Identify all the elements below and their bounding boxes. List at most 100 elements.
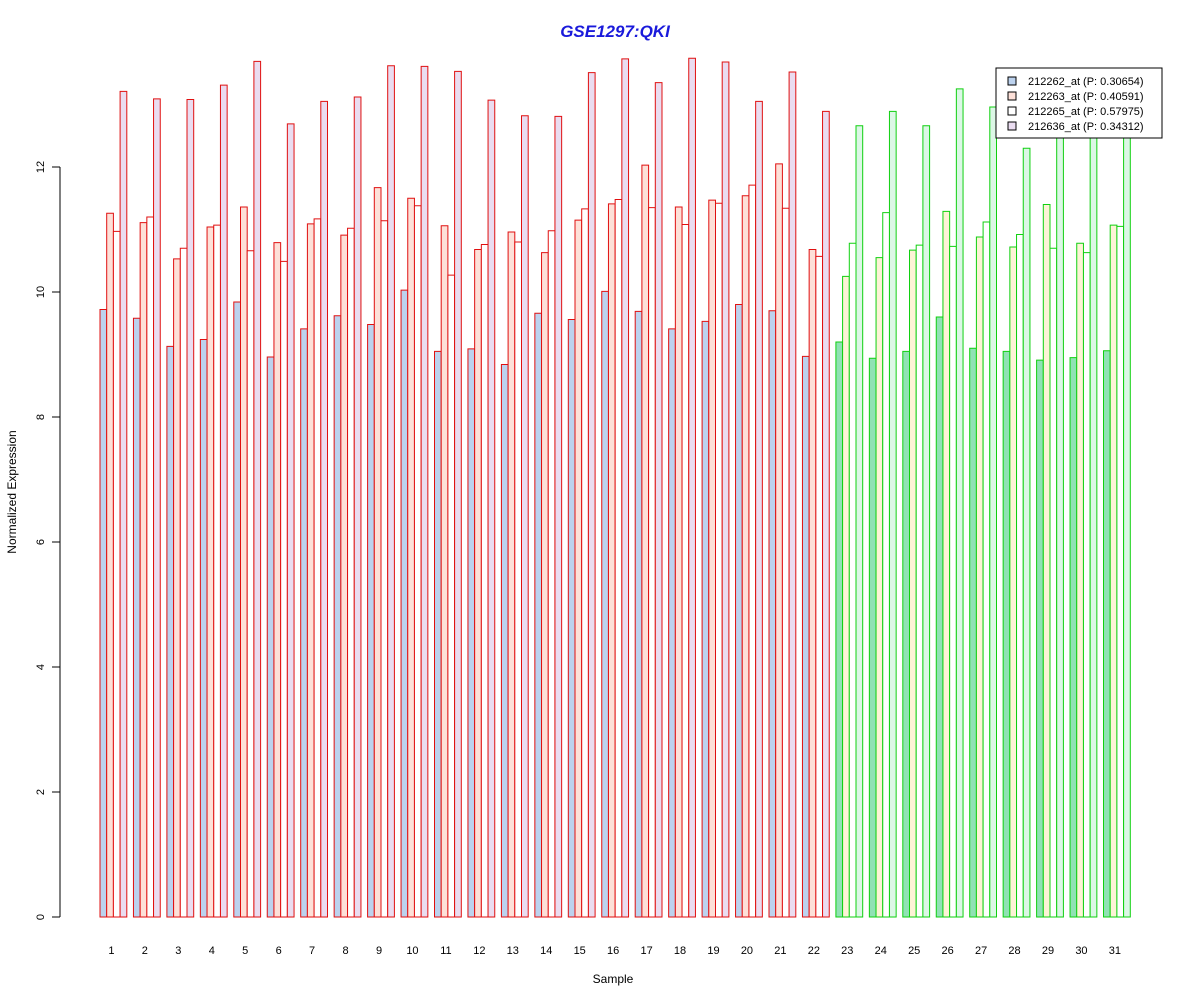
bar xyxy=(1123,129,1131,918)
bar xyxy=(808,249,817,918)
bar xyxy=(969,347,977,918)
bar xyxy=(768,310,777,918)
bar xyxy=(614,199,623,918)
bar xyxy=(106,212,114,918)
bar xyxy=(842,275,850,918)
x-tick-label: 27 xyxy=(975,945,987,957)
x-tick-label: 9 xyxy=(376,945,382,957)
bar xyxy=(875,257,884,918)
bar xyxy=(273,242,282,918)
x-tick-label: 4 xyxy=(209,945,215,957)
bar xyxy=(534,312,543,918)
bar xyxy=(286,123,295,918)
bar xyxy=(132,317,141,918)
bar xyxy=(1049,247,1058,918)
y-tick-label: 6 xyxy=(35,539,47,545)
bar xyxy=(440,225,449,918)
bar xyxy=(1069,357,1078,918)
bar xyxy=(888,110,897,918)
bar xyxy=(306,223,315,918)
bar xyxy=(166,345,175,918)
y-tick-label: 10 xyxy=(35,286,47,298)
bar xyxy=(246,250,255,918)
bar xyxy=(119,90,128,918)
bar xyxy=(701,320,710,918)
bar xyxy=(1103,350,1111,918)
bar xyxy=(922,125,931,918)
bar xyxy=(179,247,188,918)
bar xyxy=(641,164,650,918)
legend-swatch xyxy=(1007,121,1017,131)
bar xyxy=(835,341,844,918)
legend-box xyxy=(995,67,1163,139)
bar xyxy=(146,216,155,918)
bar xyxy=(547,230,556,918)
bar xyxy=(199,339,208,918)
bar xyxy=(915,244,924,918)
x-tick-label: 25 xyxy=(908,945,920,957)
x-tick-labels: 1 2 3 4 5 6 7 8 9 10 11 12 13 14 15 16 17 18 19 20 21 22 23 24 2… xyxy=(108,945,1121,957)
bar xyxy=(607,203,616,918)
x-tick-label: 31 xyxy=(1109,945,1121,957)
y-tick-label: 8 xyxy=(35,414,47,420)
bar xyxy=(788,71,797,918)
bar xyxy=(581,208,589,918)
x-tick-label: 29 xyxy=(1042,945,1054,957)
bar xyxy=(320,100,328,918)
bar xyxy=(574,219,583,918)
bar xyxy=(781,207,790,918)
bar xyxy=(715,202,723,918)
bar xyxy=(1002,350,1011,918)
x-tick-label: 23 xyxy=(841,945,853,957)
x-tick-label: 15 xyxy=(574,945,586,957)
bar xyxy=(387,65,395,918)
bar xyxy=(186,99,195,918)
bar xyxy=(775,163,783,918)
x-tick-label: 16 xyxy=(607,945,619,957)
legend-swatch xyxy=(1007,76,1017,86)
bar xyxy=(621,58,630,918)
x-tick-label: 26 xyxy=(942,945,954,957)
bar xyxy=(1076,242,1084,918)
x-tick-label: 12 xyxy=(473,945,485,957)
bar xyxy=(587,72,596,918)
legend-swatch xyxy=(1007,106,1017,116)
bar xyxy=(280,260,288,918)
x-tick-label: 18 xyxy=(674,945,686,957)
bar xyxy=(541,252,549,918)
y-axis-label: Normalized Expression xyxy=(5,430,19,553)
bar xyxy=(400,289,409,918)
bar xyxy=(373,187,382,918)
bar xyxy=(949,245,957,918)
x-tick-label: 13 xyxy=(507,945,519,957)
bar xyxy=(982,221,991,918)
bar xyxy=(822,110,830,918)
bar xyxy=(139,222,148,918)
bar xyxy=(213,224,221,918)
bar xyxy=(313,218,322,918)
legend-entry: 212265_at (P: 0.57975) xyxy=(1028,106,1144,118)
bar xyxy=(500,364,509,918)
bar xyxy=(648,207,656,918)
bar xyxy=(474,249,482,918)
bar xyxy=(206,226,215,918)
bar xyxy=(601,290,609,918)
y-tick-label: 12 xyxy=(35,161,47,173)
bar xyxy=(413,205,422,918)
bar xyxy=(668,328,676,918)
y-tick-label: 4 xyxy=(35,664,47,670)
x-tick-label: 22 xyxy=(808,945,820,957)
bar xyxy=(347,227,355,918)
y-tick-label: 2 xyxy=(35,789,47,795)
bar xyxy=(333,315,342,918)
bar xyxy=(955,88,964,918)
x-axis-label: Sample xyxy=(593,972,634,986)
bar xyxy=(1109,224,1118,918)
x-tick-label: 7 xyxy=(309,945,315,957)
bar xyxy=(868,357,877,918)
x-tick-label: 17 xyxy=(640,945,652,957)
bar xyxy=(507,231,516,918)
x-tick-label: 10 xyxy=(406,945,418,957)
bar xyxy=(681,224,690,918)
bar xyxy=(909,249,917,918)
